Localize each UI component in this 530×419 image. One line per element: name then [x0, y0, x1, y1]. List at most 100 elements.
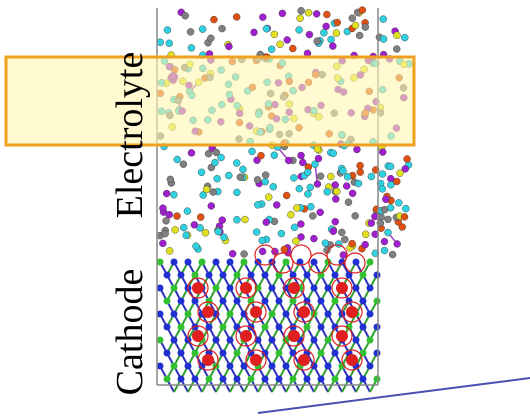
atom [360, 272, 367, 279]
atom [227, 337, 234, 344]
atom [332, 376, 339, 383]
atom [276, 324, 283, 331]
atom [268, 46, 275, 53]
atom [227, 285, 234, 292]
atom [187, 28, 194, 35]
atom [324, 188, 331, 195]
atom [227, 363, 234, 370]
atom [192, 376, 199, 383]
atom [242, 216, 249, 223]
atom [248, 376, 255, 383]
atom [197, 214, 204, 221]
atom [284, 36, 291, 43]
atom [206, 376, 213, 383]
atom [277, 41, 284, 48]
atom [185, 311, 192, 318]
atom [237, 174, 244, 181]
atom [170, 191, 177, 198]
atom [192, 243, 199, 250]
atom [367, 337, 374, 344]
atom [318, 324, 325, 331]
atom [332, 298, 339, 305]
atom [393, 45, 400, 52]
atom [353, 146, 360, 153]
atom [259, 248, 266, 255]
atom [240, 282, 252, 294]
atom [318, 298, 325, 305]
atom [178, 376, 185, 383]
arrow-line [258, 378, 530, 413]
atom [325, 363, 332, 370]
atom [333, 188, 340, 195]
atom [332, 181, 339, 188]
atom [310, 235, 317, 242]
atom [273, 201, 280, 208]
atom [401, 213, 408, 220]
atom [269, 285, 276, 292]
atom [166, 211, 173, 218]
atom [271, 31, 278, 38]
atom [305, 9, 312, 16]
atom [227, 311, 234, 318]
atom [367, 259, 374, 266]
atom [290, 376, 297, 383]
atom [183, 232, 190, 239]
atom [381, 247, 388, 254]
atom [309, 212, 316, 219]
atom [359, 7, 366, 14]
atom [304, 191, 311, 198]
atom [325, 337, 332, 344]
atom [276, 350, 283, 357]
atom [332, 196, 339, 203]
atom [343, 183, 350, 190]
atom [262, 376, 269, 383]
atom [380, 36, 387, 43]
atom [253, 229, 260, 236]
atom [317, 209, 324, 216]
figure: Electrolyte Cathode [0, 0, 530, 419]
atom [225, 172, 232, 179]
atom [311, 259, 318, 266]
atom [353, 259, 360, 266]
atom [344, 173, 351, 180]
atom [296, 185, 303, 192]
atom [218, 154, 225, 161]
atom [178, 298, 185, 305]
atom [198, 169, 205, 176]
atom [374, 298, 381, 305]
atom [387, 181, 394, 188]
atom [220, 376, 227, 383]
atom [241, 250, 248, 257]
atom [402, 205, 409, 212]
atom [362, 231, 369, 238]
atom [318, 350, 325, 357]
atom [332, 350, 339, 357]
atom [203, 186, 210, 193]
atom [395, 199, 402, 206]
atom [163, 190, 170, 197]
atom [311, 285, 318, 292]
atom [171, 337, 178, 344]
atom [384, 229, 391, 236]
atom [336, 282, 348, 294]
atom [250, 306, 262, 318]
atom [234, 298, 241, 305]
atom [360, 324, 367, 331]
atom [352, 22, 359, 29]
atom [213, 285, 220, 292]
atom [174, 156, 181, 163]
atom [262, 172, 269, 179]
atom [213, 259, 220, 266]
atom [404, 156, 411, 163]
atom [271, 152, 278, 159]
atom [171, 259, 178, 266]
atom [314, 146, 321, 153]
atom [191, 221, 198, 228]
atom [381, 206, 388, 213]
atom [328, 36, 335, 43]
atom [385, 216, 392, 223]
atom [293, 205, 300, 212]
atom [367, 311, 374, 318]
atom [202, 229, 209, 236]
atom [221, 234, 228, 241]
